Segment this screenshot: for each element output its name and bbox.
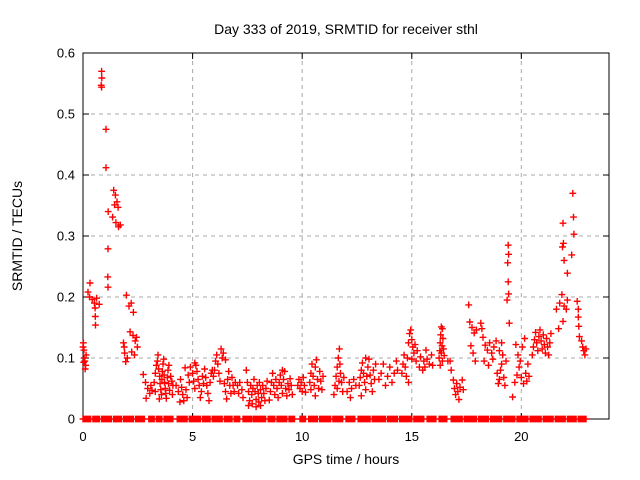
tick-labels: 0 5 10 15 20 0 0.1 0.2 0.3 0.4 0.5 0.6 bbox=[57, 46, 529, 445]
y-tick-label: 0.3 bbox=[57, 229, 75, 244]
y-tick-label: 0.1 bbox=[57, 351, 75, 366]
x-tick-label: 15 bbox=[405, 429, 419, 444]
x-tick-label: 10 bbox=[295, 429, 309, 444]
y-tick-label: 0.4 bbox=[57, 168, 75, 183]
x-tick-label: 20 bbox=[514, 429, 528, 444]
y-tick-label: 0.5 bbox=[57, 107, 75, 122]
x-axis-label: GPS time / hours bbox=[292, 451, 400, 467]
y-tick-label: 0.6 bbox=[57, 46, 75, 61]
x-tick-label: 0 bbox=[79, 429, 86, 444]
y-tick-label: 0 bbox=[68, 412, 75, 427]
plot-title: Day 333 of 2019, SRMTID for receiver sth… bbox=[214, 21, 478, 37]
x-tick-label: 5 bbox=[189, 429, 196, 444]
grid-lines bbox=[83, 53, 609, 419]
y-tick-label: 0.2 bbox=[57, 290, 75, 305]
data-point-markers bbox=[79, 67, 590, 423]
